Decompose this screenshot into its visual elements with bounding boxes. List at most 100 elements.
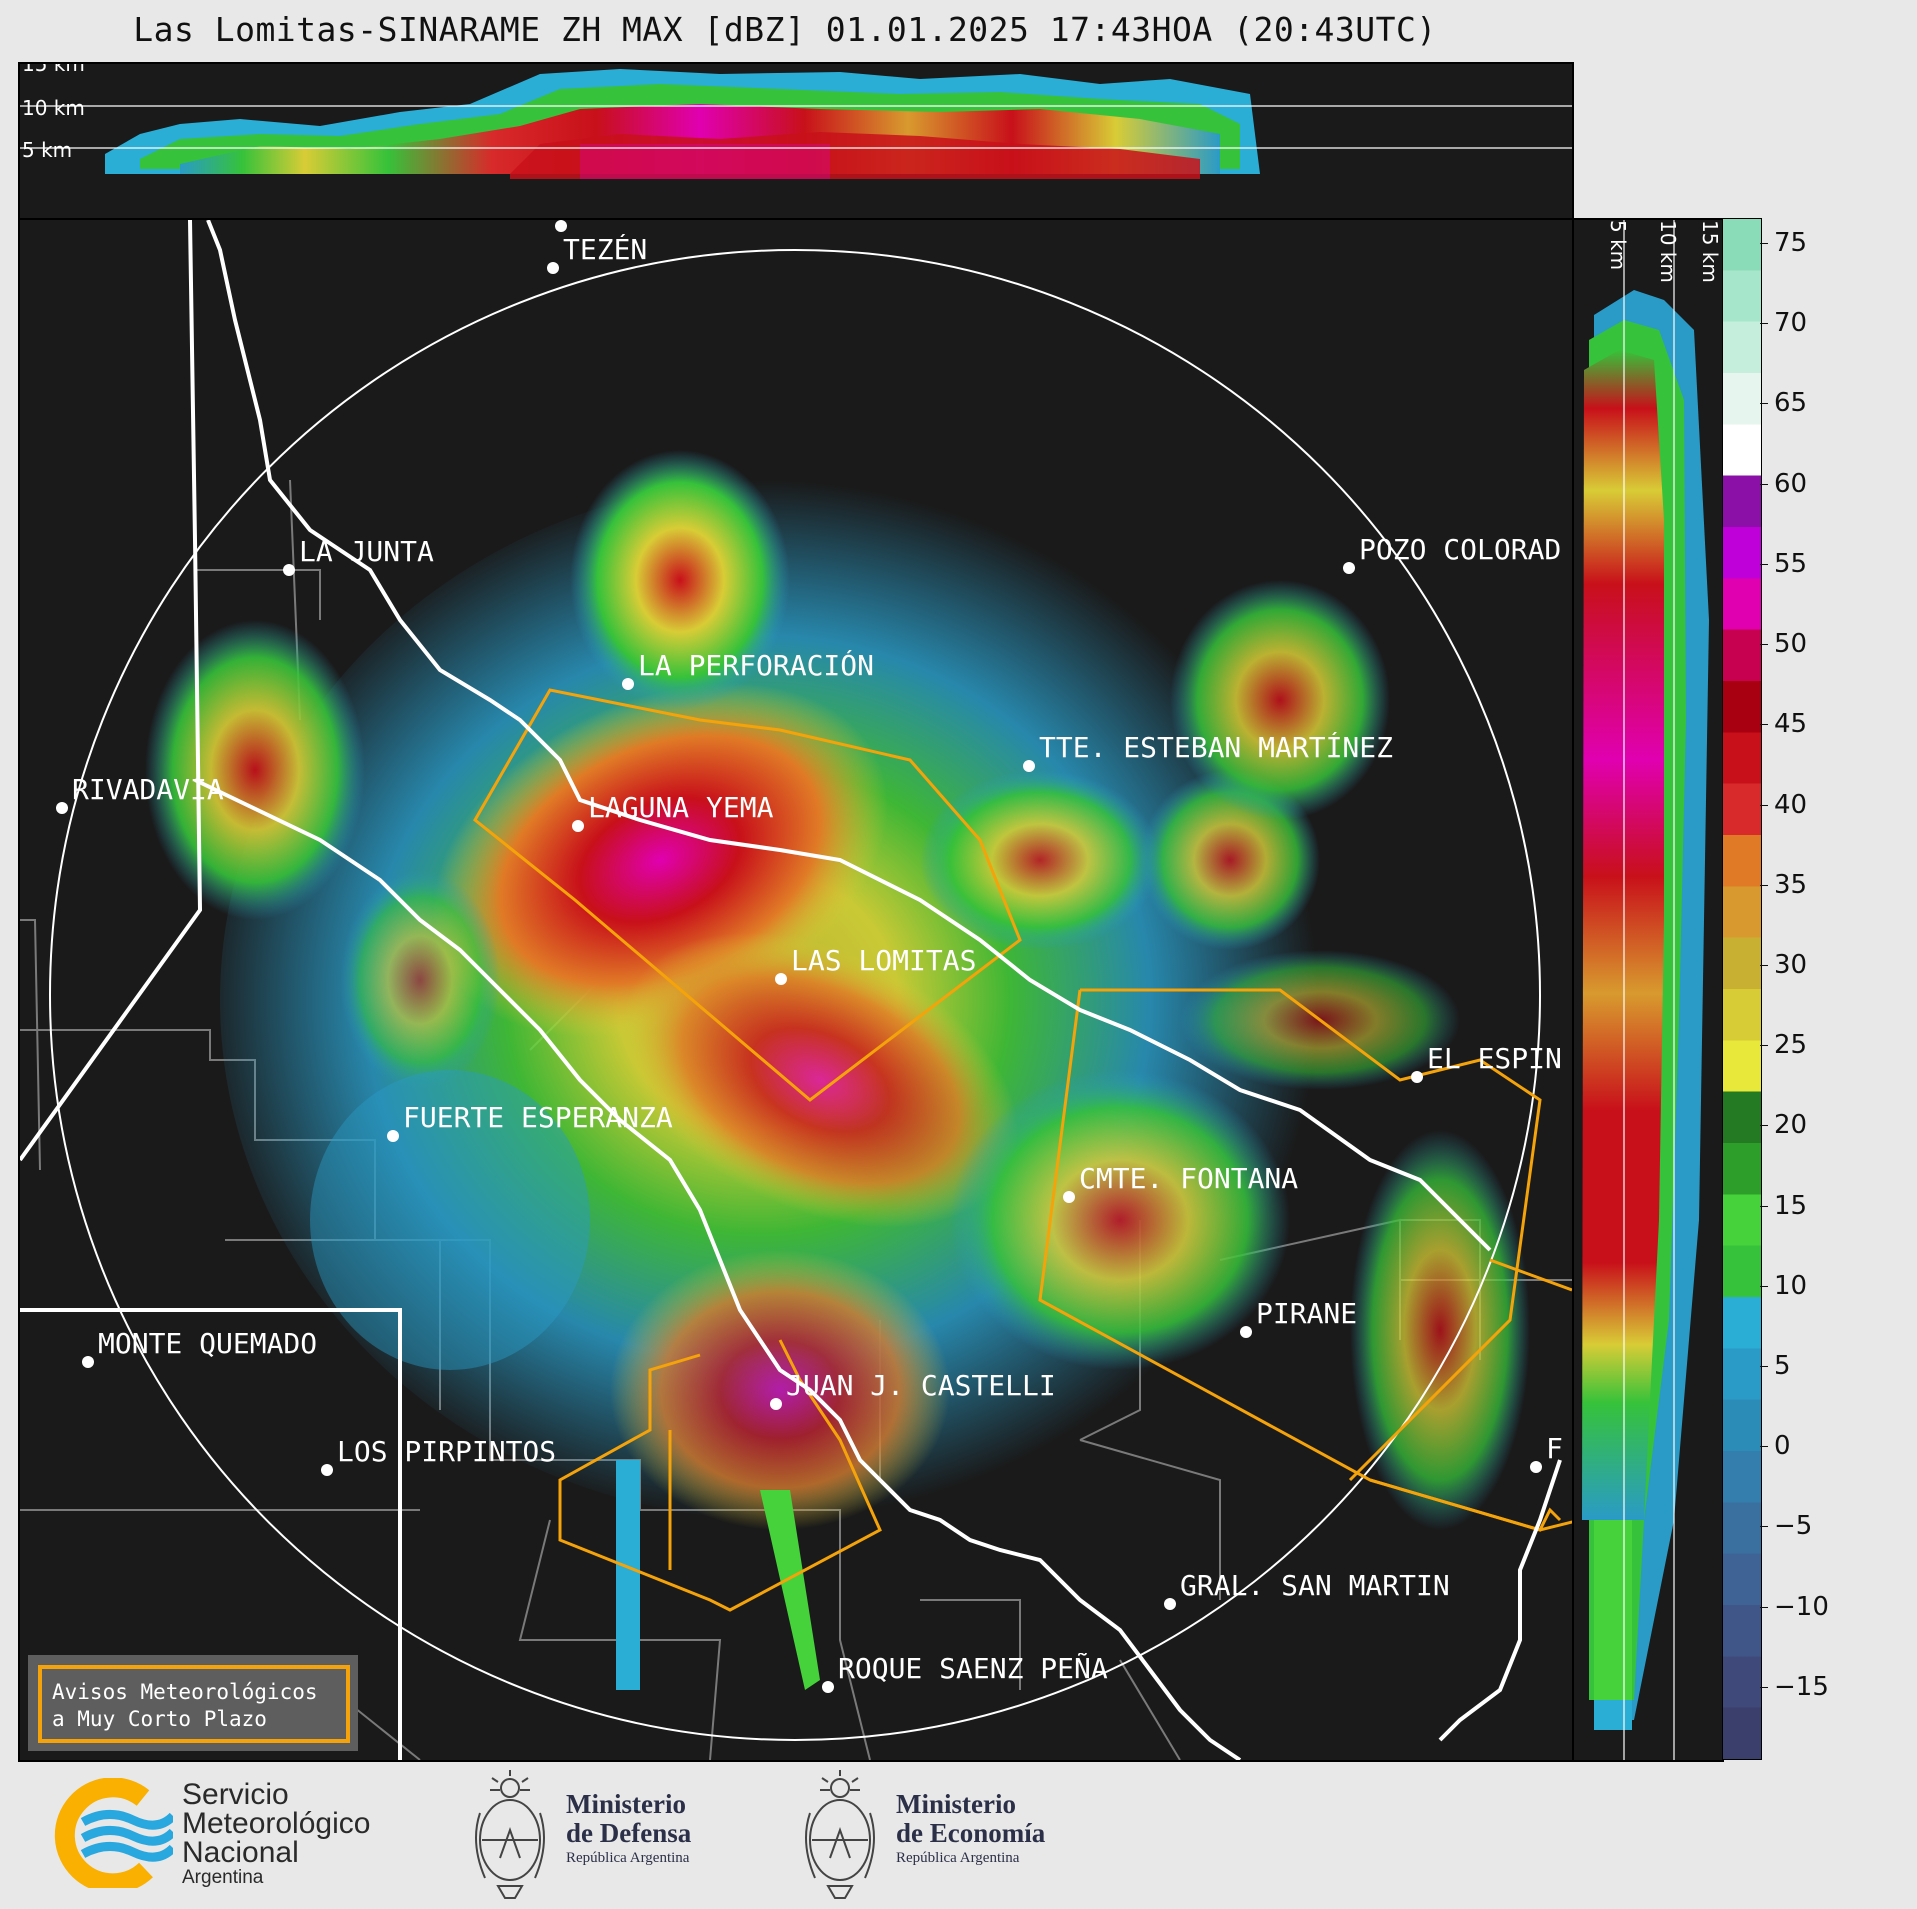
colorbar-tick: 35 [1759, 869, 1808, 900]
colorbar-tick-label: 70 [1774, 308, 1808, 339]
colorbar-tick: 65 [1759, 388, 1808, 419]
colorbar-tick: 40 [1759, 789, 1808, 820]
smn-logo [48, 1777, 177, 1894]
defensa-line-3: República Argentina [566, 1850, 690, 1866]
smn-logo-icon [54, 1777, 177, 1894]
side-height-label-5: 5 km [1606, 220, 1630, 271]
city-label: LAS LOMITAS [791, 945, 977, 977]
colorbar-tick-label: 10 [1774, 1270, 1808, 1301]
colorbar-tick: 10 [1759, 1270, 1808, 1301]
city-dot [82, 1356, 94, 1368]
colorbar-tick-label: 40 [1774, 789, 1808, 820]
economia-line-3: República Argentina [896, 1850, 1020, 1866]
warning-legend[interactable]: Avisos Meteorológicos a Muy Corto Plazo [28, 1655, 358, 1751]
city-dot [1023, 760, 1035, 772]
colorbar-tick: 60 [1759, 468, 1808, 499]
city-label: FUERTE ESPERANZA [403, 1102, 673, 1134]
smn-text: Servicio Meteorológico Nacional Argentin… [182, 1780, 370, 1889]
smn-line-1: Servicio [182, 1778, 289, 1811]
city-label: JUAN J. CASTELLI [786, 1370, 1056, 1402]
city-label: TEZÉN [563, 234, 648, 266]
colorbar-tick: 45 [1759, 709, 1808, 740]
side-height-label-15: 15 km [1698, 220, 1722, 283]
city-dot [770, 1398, 782, 1410]
colorbar-tick: 20 [1759, 1110, 1808, 1141]
dbz-colorbar [1722, 218, 1762, 1760]
city-label: RIVADAVIA [72, 774, 224, 806]
colorbar-tick-label: −10 [1774, 1591, 1829, 1622]
colorbar-tick-label: 25 [1774, 1030, 1808, 1061]
city-dot [822, 1681, 834, 1693]
coat-of-arms-icon [805, 1770, 875, 1899]
legend-text: Avisos Meteorológicos a Muy Corto Plazo [52, 1679, 318, 1733]
top-height-label-5: 5 km [22, 138, 73, 162]
colorbar-tick: 15 [1759, 1190, 1808, 1221]
city-dot [283, 564, 295, 576]
colorbar-tick-label: 15 [1774, 1190, 1808, 1221]
city-dot [547, 262, 559, 274]
city-dot [775, 973, 787, 985]
city-label: PIRANE [1256, 1298, 1358, 1330]
defensa-text: Ministerio de Defensa República Argentin… [566, 1790, 691, 1868]
borders [20, 220, 1562, 1760]
smn-line-4: Argentina [182, 1867, 264, 1888]
city-label: LA PERFORACIÓN [638, 650, 875, 682]
reflectivity-echoes [145, 450, 1530, 1690]
top-profile-graphic [20, 69, 1572, 179]
city-label: LA JUNTA [299, 536, 434, 568]
colorbar-tick-label: −15 [1774, 1671, 1829, 1702]
logos-footer: Servicio Meteorológico Nacional Argentin… [0, 1760, 1917, 1909]
city-dot [1343, 562, 1355, 574]
colorbar-tick-label: 55 [1774, 548, 1808, 579]
city-dot [1240, 1326, 1252, 1338]
legend-line-1: Avisos Meteorológicos [52, 1680, 318, 1704]
colorbar-tick: 25 [1759, 1030, 1808, 1061]
colorbar-tick: 50 [1759, 629, 1808, 660]
colorbar-tick-label: −5 [1774, 1511, 1813, 1542]
city-dot [555, 220, 567, 232]
colorbar-tick-label: 65 [1774, 388, 1808, 419]
colorbar-tick: 70 [1759, 308, 1808, 339]
coat-of-arms-icon [475, 1770, 545, 1899]
legend-outline [38, 1665, 350, 1743]
colorbar-tick: 55 [1759, 548, 1808, 579]
side-height-label-10: 10 km [1656, 220, 1680, 283]
economia-line-2: de Economía [896, 1818, 1046, 1848]
colorbar-tick-label: 20 [1774, 1110, 1808, 1141]
colorbar-tick-label: 35 [1774, 869, 1808, 900]
smn-line-3: Nacional [182, 1836, 299, 1869]
economia-seal [800, 1768, 880, 1903]
radar-map-graphic [20, 220, 1572, 1760]
colorbar-tick-label: 60 [1774, 468, 1808, 499]
colorbar-tick: −15 [1760, 1671, 1829, 1702]
side-profile-graphic [1582, 220, 1709, 1760]
range-ring [49, 249, 1541, 1741]
city-label: TTE. ESTEBAN MARTÍNEZ [1039, 732, 1394, 764]
defensa-line-2: de Defensa [566, 1818, 692, 1848]
city-dot [1063, 1191, 1075, 1203]
city-dot [56, 802, 68, 814]
city-label: LAGUNA YEMA [588, 792, 774, 824]
city-label: LOS PIRPINTOS [337, 1436, 557, 1468]
city-dot [1164, 1598, 1176, 1610]
city-dot [622, 678, 634, 690]
side-vertical-profile: 5 km 10 km 15 km [1572, 218, 1724, 1762]
city-label: GRAL. SAN MARTIN [1180, 1570, 1450, 1602]
defensa-seal [470, 1768, 550, 1903]
colorbar-tick: −10 [1760, 1591, 1829, 1622]
warning-polygons[interactable] [473, 688, 1572, 1612]
colorbar-tick: 30 [1759, 950, 1807, 980]
colorbar-tick-label: 0 [1774, 1431, 1791, 1462]
colorbar-tick-label: 45 [1774, 709, 1808, 740]
city-label: ROQUE SAENZ PEÑA [838, 1653, 1108, 1685]
colorbar-tick-label: 50 [1774, 629, 1808, 660]
city-label: CMTE. FONTANA [1079, 1163, 1299, 1195]
city-dot [321, 1464, 333, 1476]
top-vertical-profile: 15 km 10 km 5 km [18, 62, 1574, 220]
colorbar-tick-label: 5 [1774, 1350, 1791, 1381]
smn-line-2: Meteorológico [182, 1807, 371, 1840]
city-dot [1530, 1461, 1542, 1473]
economia-line-1: Ministerio [896, 1789, 1016, 1819]
radar-map[interactable] [18, 218, 1574, 1762]
colorbar-tick: 5 [1760, 1350, 1791, 1381]
